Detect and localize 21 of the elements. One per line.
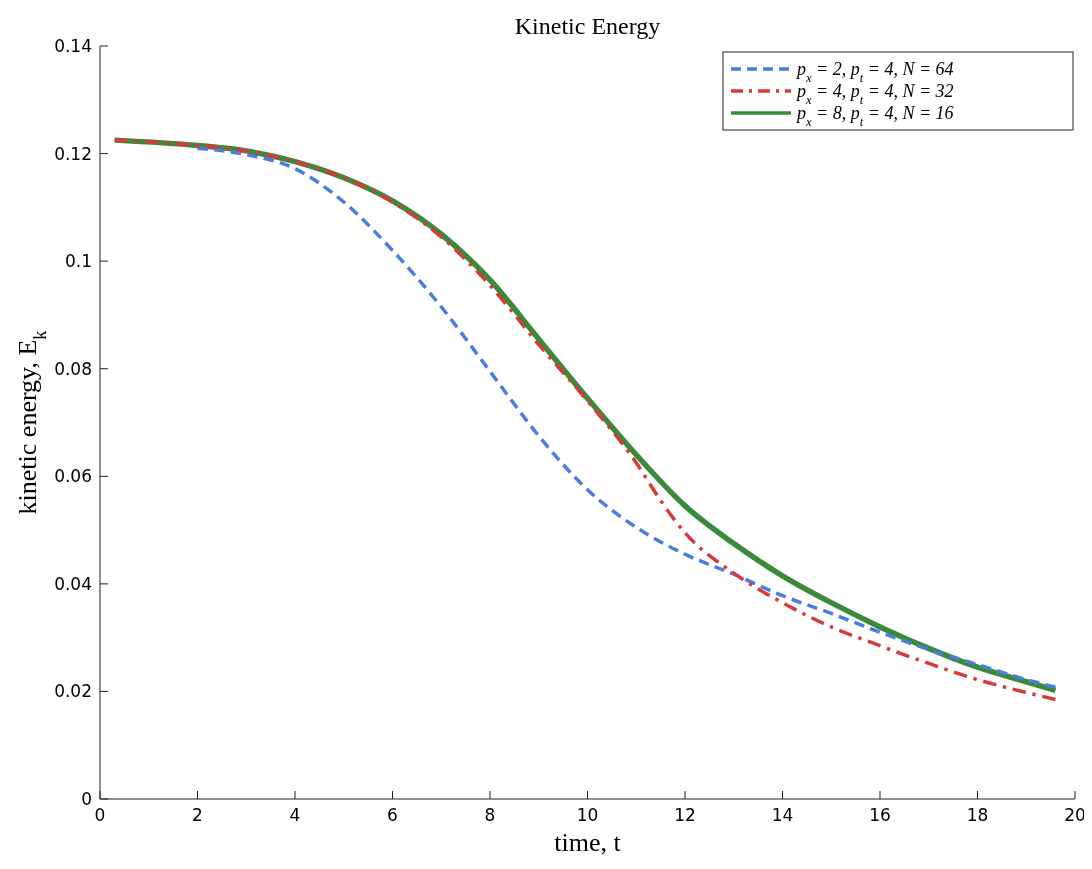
x-tick-label: 18 [966,805,989,825]
x-tick-label: 20 [1064,805,1086,825]
x-tick-label: 14 [771,805,794,825]
x-tick-label: 2 [192,805,203,825]
y-tick-label: 0.08 [54,358,92,379]
chart-title: Kinetic Energy [514,13,661,39]
x-tick-label: 8 [484,805,496,825]
x-tick-label: 12 [674,805,696,825]
y-tick-label: 0.06 [54,466,92,487]
x-tick-label: 0 [94,805,106,825]
y-tick-label: 0.04 [54,573,92,594]
y-tick-label: 0.12 [54,143,92,164]
x-tick-label: 4 [289,805,301,825]
y-tick-label: 0.14 [54,36,92,56]
x-axis-title: time, t [554,828,622,857]
x-tick-label: 10 [576,805,599,825]
y-tick-label: 0.1 [64,251,92,272]
y-tick-label: 0 [81,789,92,809]
x-tick-label: 6 [387,805,398,825]
x-tick-label: 16 [869,805,891,825]
y-tick-label: 0.02 [54,681,92,702]
